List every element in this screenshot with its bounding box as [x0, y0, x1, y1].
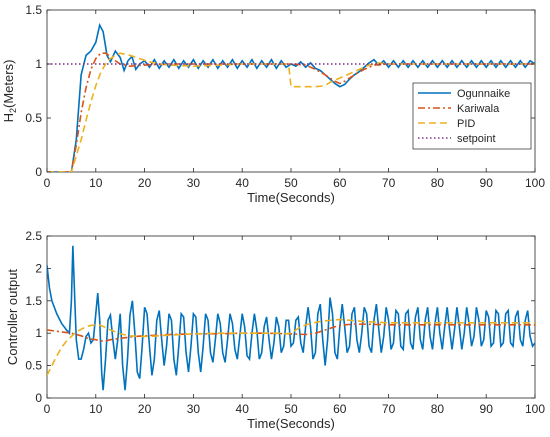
series-line-1 — [47, 245, 535, 391]
x-tick-label: 70 — [382, 402, 396, 416]
x-tick-label: 40 — [236, 402, 250, 416]
y-tick-label: 0 — [35, 391, 42, 405]
legend-entry-label: Ogunnaike — [457, 88, 510, 100]
x-tick-label: 60 — [333, 402, 347, 416]
legend-box — [412, 82, 532, 150]
x-tick-label: 0 — [44, 176, 51, 190]
y-tick-label: 0.5 — [25, 111, 42, 125]
x-tick-label: 10 — [89, 402, 103, 416]
series-line-3 — [47, 318, 535, 376]
y-tick-label: 1.5 — [25, 294, 42, 308]
y-axis-label: Controller output — [5, 269, 20, 365]
chart-2: 0 10 20 30 40 50 60 70 80 90 100 0 0.5 1 1.5 2 2.5 Time(S… — [5, 229, 545, 431]
x-axis-label: Time(Seconds) — [247, 190, 335, 205]
chart-1: 0 10 20 30 40 50 60 70 80 90 100 0 0.5 1 1.5 Time(Secon… — [1, 3, 545, 205]
x-tick-label: 20 — [138, 402, 152, 416]
y-tick-label: 1 — [35, 57, 42, 71]
y-tick-label: 1.5 — [25, 3, 42, 17]
y-tick-label: 0.5 — [25, 359, 42, 373]
y-tick-label: 2 — [35, 261, 42, 275]
x-tick-label: 90 — [480, 176, 494, 190]
legend-entry-label: PID — [457, 118, 475, 130]
x-tick-label: 10 — [89, 176, 103, 190]
x-tick-label: 80 — [431, 176, 445, 190]
x-tick-label: 50 — [284, 402, 298, 416]
series-line-kariwala — [47, 52, 535, 172]
x-tick-label: 90 — [480, 402, 494, 416]
x-tick-label: 80 — [431, 402, 445, 416]
plot-area — [46, 235, 536, 399]
y-tick-label: 0 — [35, 165, 42, 179]
y-tick-label: 1 — [35, 326, 42, 340]
x-tick-label: 20 — [138, 176, 152, 190]
x-tick-label: 60 — [333, 176, 347, 190]
x-tick-label: 50 — [284, 176, 298, 190]
series-line-pid — [47, 52, 535, 172]
legend-entry-label: setpoint — [457, 133, 496, 145]
y-tick-label: 2.5 — [25, 229, 42, 243]
x-tick-label: 30 — [187, 176, 201, 190]
x-tick-label: 70 — [382, 176, 396, 190]
x-tick-label: 30 — [187, 402, 201, 416]
legend-entry-label: Kariwala — [457, 103, 500, 115]
x-tick-label: 0 — [44, 402, 51, 416]
legend: Ogunnaike Kariwala PID setpoint — [412, 82, 532, 150]
x-tick-label: 100 — [525, 176, 545, 190]
series-line-ogunnaike — [47, 22, 535, 172]
x-tick-label: 100 — [525, 402, 545, 416]
x-axis-label: Time(Seconds) — [247, 416, 335, 431]
y-axis-label: H2(Meters) — [1, 60, 18, 123]
x-tick-label: 40 — [236, 176, 250, 190]
